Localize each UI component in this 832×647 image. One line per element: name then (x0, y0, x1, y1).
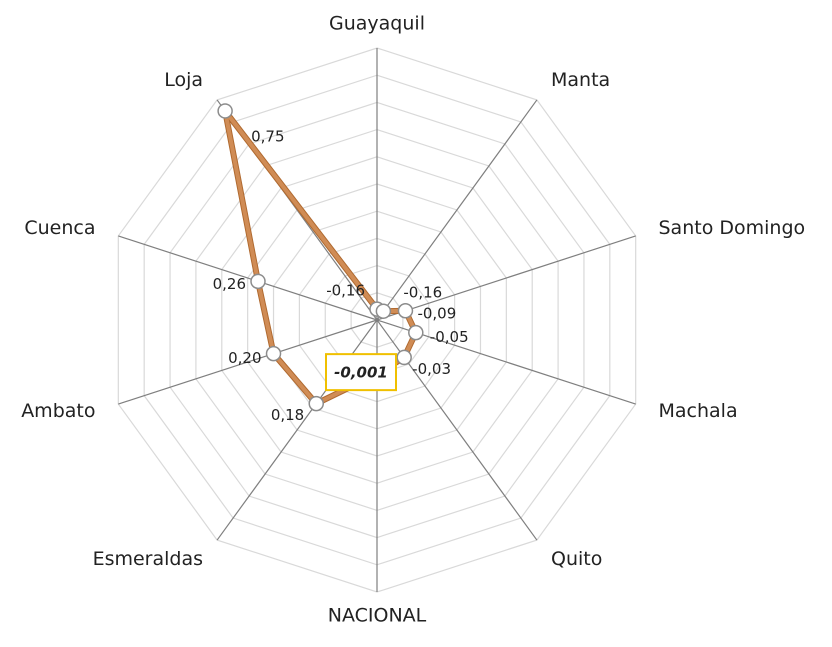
value-label: 0,75 (251, 127, 284, 145)
spoke (118, 235, 378, 321)
category-label: Quito (551, 548, 602, 570)
category-label: Guayaquil (329, 13, 425, 35)
value-label: -0,16 (403, 284, 442, 302)
category-label: Cuenca (24, 217, 95, 239)
category-label: Loja (164, 69, 203, 91)
value-label: -0,03 (412, 360, 451, 378)
value-label: 0,20 (228, 349, 261, 367)
highlight-box (325, 353, 397, 392)
data-point (375, 303, 392, 319)
category-label: Machala (659, 400, 738, 422)
value-label: -0,09 (417, 304, 456, 322)
category-label: Ambato (21, 400, 95, 422)
spoke (376, 99, 538, 321)
data-point (308, 395, 324, 412)
spoke (376, 235, 636, 321)
data-point (265, 345, 282, 362)
data-point (408, 324, 424, 341)
category-label: Esmeraldas (93, 548, 203, 570)
data-point (397, 303, 414, 319)
category-label: Santo Domingo (659, 217, 806, 239)
spoke (118, 319, 378, 405)
data-point (396, 349, 412, 366)
value-label: 0,26 (213, 275, 246, 293)
category-label: Manta (551, 69, 610, 91)
value-label: -0,001 (334, 364, 388, 382)
value-label: -0,16 (326, 282, 365, 300)
data-point (250, 273, 266, 290)
value-label: -0,05 (430, 328, 469, 346)
category-label: NACIONAL (328, 605, 427, 627)
data-point (217, 103, 233, 119)
value-label: 0,18 (271, 406, 304, 424)
